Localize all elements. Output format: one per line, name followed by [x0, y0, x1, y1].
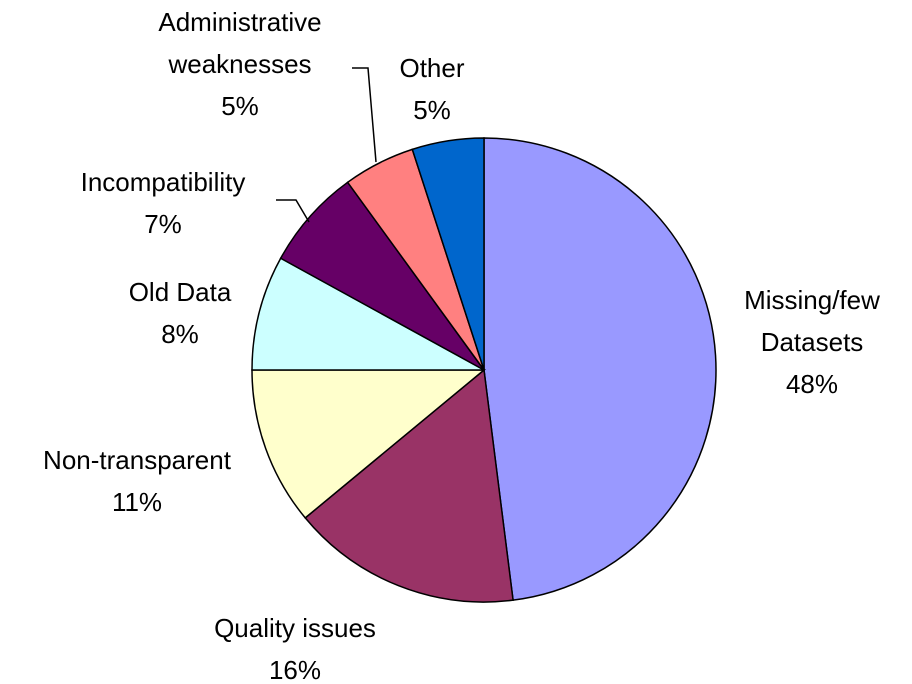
slice-label: Missing/few Datasets 48%: [722, 279, 902, 405]
value-label: 11%: [111, 487, 163, 517]
category-name: Missing/few Datasets: [744, 285, 880, 357]
leader-line: [276, 199, 310, 223]
slice-label: Non-transparent 11%: [0, 439, 277, 523]
value-label: 5%: [221, 91, 259, 121]
leader-line: [352, 67, 377, 163]
category-name: Incompatibility: [80, 167, 246, 197]
value-label: 8%: [161, 319, 199, 349]
slice-label: Old Data 8%: [80, 271, 280, 355]
category-name: Other: [399, 53, 465, 83]
value-label: 5%: [413, 95, 451, 125]
pie-slice: [279, 181, 485, 371]
category-name: Non-transparent: [43, 445, 231, 475]
value-label: 16%: [268, 655, 322, 684]
pie-slice: [251, 257, 485, 371]
category-name: Administrative weaknesses: [158, 7, 322, 79]
pie-slice: [304, 368, 514, 603]
slice-label: Other 5%: [372, 47, 492, 131]
pie-slice: [483, 137, 717, 602]
value-label: 7%: [144, 209, 182, 239]
slice-label: Administrative weaknesses 5%: [125, 1, 355, 127]
slice-label: Quality issues 16%: [165, 607, 425, 684]
category-name: Old Data: [128, 277, 232, 307]
category-name: Quality issues: [214, 613, 376, 643]
pie-slice: [251, 369, 487, 519]
slice-label: Incompatibility 7%: [33, 161, 293, 245]
pie-slice: [411, 137, 485, 371]
value-label: 48%: [785, 369, 839, 399]
